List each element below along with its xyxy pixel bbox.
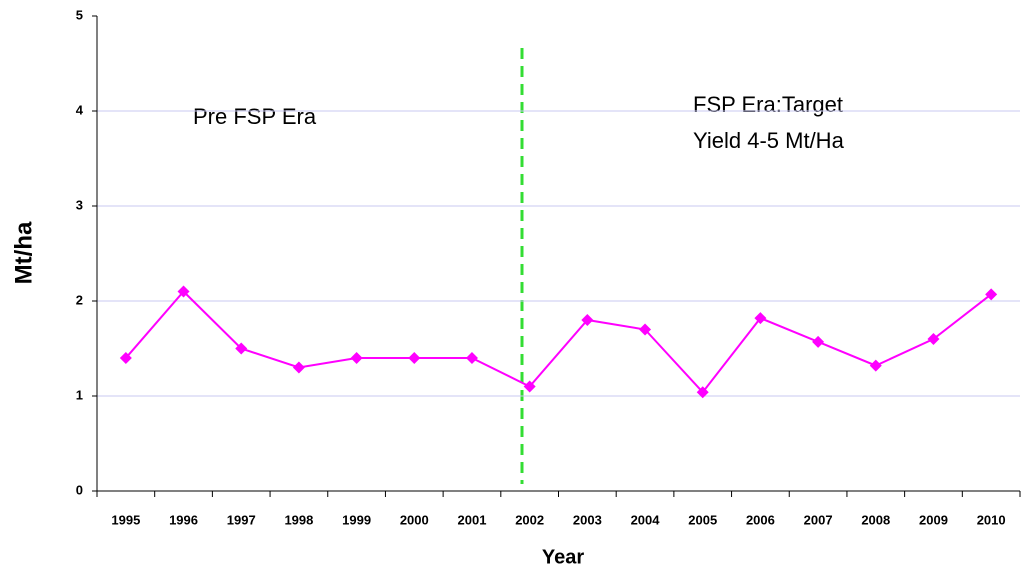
data-point: [408, 352, 421, 364]
data-point: [696, 386, 709, 399]
annotation: Yield 4-5 Mt/Ha: [693, 128, 845, 153]
data-point: [812, 335, 825, 348]
x-tick-label: 2005: [688, 512, 717, 527]
data-point: [639, 323, 652, 336]
data-point: [350, 352, 363, 364]
data-point: [754, 312, 767, 325]
x-tick-label: 2004: [631, 512, 661, 527]
x-tick-label: 2010: [977, 512, 1006, 527]
x-tick-label: 1996: [169, 512, 198, 527]
data-point: [292, 361, 305, 374]
x-tick-label: 1998: [284, 512, 313, 527]
x-tick-label: 2008: [861, 512, 890, 527]
annotation: FSP Era:Target: [693, 92, 843, 117]
x-tick-label: 2009: [919, 512, 948, 527]
x-tick-label: 2003: [573, 512, 602, 527]
data-point: [581, 314, 594, 326]
y-tick-label: 2: [76, 292, 83, 307]
y-tick-label: 1: [76, 387, 83, 402]
x-axis-label: Year: [542, 546, 584, 568]
y-tick-label: 5: [76, 7, 83, 22]
data-point: [465, 352, 478, 364]
x-tick-label: 2002: [515, 512, 544, 527]
data-point: [869, 359, 882, 372]
x-tick-label: 2007: [804, 512, 833, 527]
data-point: [523, 380, 536, 393]
x-tick-label: 1997: [227, 512, 256, 527]
x-tick-label: 2006: [746, 512, 775, 527]
data-point: [177, 285, 190, 298]
data-point: [119, 352, 132, 364]
x-tick-label: 2000: [400, 512, 429, 527]
x-tick-label: 2001: [458, 512, 487, 527]
data-point: [235, 342, 248, 355]
x-tick-label: 1999: [342, 512, 371, 527]
series-line: [125, 290, 992, 394]
annotation: Pre FSP Era: [193, 104, 317, 129]
data-point: [985, 288, 998, 301]
y-axis-label: Mt/ha: [10, 221, 37, 284]
x-tick-label: 1995: [111, 512, 140, 527]
data-point: [927, 333, 940, 345]
y-tick-label: 3: [76, 197, 83, 212]
y-tick-label: 4: [76, 102, 84, 117]
y-tick-label: 0: [76, 482, 83, 497]
